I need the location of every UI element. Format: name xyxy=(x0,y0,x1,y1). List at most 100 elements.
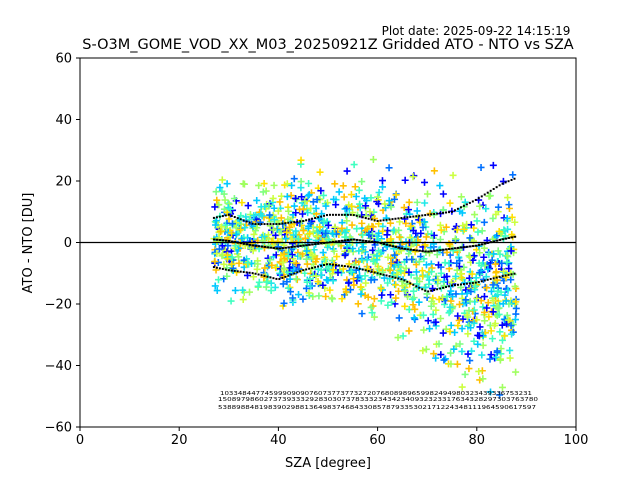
scatter-point xyxy=(454,322,462,330)
series-mean-std-point xyxy=(379,272,382,275)
scatter-point xyxy=(478,351,486,359)
series-mean+std-point xyxy=(239,218,242,221)
scatter-point xyxy=(313,229,321,237)
series-mean+std-point xyxy=(477,197,480,200)
scatter-point xyxy=(439,190,447,198)
scatter-point xyxy=(384,301,392,309)
scatter-point xyxy=(470,319,478,327)
series-mean+std-point xyxy=(284,222,287,225)
scatter-point xyxy=(315,215,323,223)
series-mean-std-point xyxy=(293,272,296,275)
scatter-point xyxy=(271,283,279,291)
scatter-point xyxy=(503,215,511,223)
scatter-point xyxy=(445,309,453,317)
scatter-point xyxy=(412,268,420,276)
scatter-point xyxy=(410,287,418,295)
plot-date: Plot date: 2025-09-22 14:15:19 xyxy=(382,24,571,38)
scatter-point xyxy=(299,295,307,303)
scatter-point xyxy=(441,355,449,363)
scatter-point xyxy=(457,193,465,201)
scatter-point xyxy=(411,305,419,313)
scatter-point xyxy=(447,287,455,295)
scatter-point xyxy=(359,231,367,239)
scatter-point xyxy=(508,330,516,338)
scatter-point xyxy=(358,275,366,283)
series-mean+std-point xyxy=(343,213,346,216)
series-mean-std-point xyxy=(480,280,483,283)
scatter-point xyxy=(387,291,395,299)
series-mean+std-point xyxy=(242,219,245,222)
scatter-point xyxy=(443,292,451,300)
series-mean-point xyxy=(483,242,487,245)
scatter-point xyxy=(305,179,313,187)
series-mean+std-point xyxy=(293,221,296,224)
scatter-point xyxy=(413,207,421,215)
series-mean-point xyxy=(296,245,299,248)
series-mean-point xyxy=(501,238,505,241)
x-tick-label: 60 xyxy=(369,433,386,448)
series-mean-std-point xyxy=(418,286,421,289)
series-mean+std-point xyxy=(305,219,308,222)
scatter-point xyxy=(429,310,437,318)
series-mean+std-point xyxy=(403,216,406,219)
scatter-point xyxy=(324,277,332,285)
scatter-point xyxy=(401,176,409,184)
scatter-point xyxy=(503,320,511,328)
scatter-point xyxy=(300,227,308,235)
series-mean+std-point xyxy=(340,213,343,216)
scatter-point xyxy=(461,198,469,206)
scatter-point xyxy=(505,265,513,273)
scatter-point xyxy=(369,156,377,164)
series-mean+std-point xyxy=(370,218,373,221)
scatter-point xyxy=(304,192,312,200)
series-mean-std-point xyxy=(317,265,320,268)
series-mean-point xyxy=(451,247,454,250)
series-mean-point xyxy=(293,245,296,248)
series-mean-point xyxy=(495,239,499,242)
scatter-point xyxy=(361,248,369,256)
scatter-point xyxy=(225,200,233,208)
count-row-3: 5388988481983902988136498374684330857879… xyxy=(218,405,537,411)
scatter-point xyxy=(446,328,454,336)
scatter-point xyxy=(305,289,313,297)
scatter-point xyxy=(270,216,278,224)
series-mean+std-point xyxy=(436,212,439,215)
series-mean-std-point xyxy=(355,267,358,270)
scatter-point xyxy=(480,218,488,226)
series-mean-std-point xyxy=(400,278,403,281)
series-mean+std-point xyxy=(486,191,489,194)
series-mean+std-point xyxy=(427,213,430,216)
series-mean-point xyxy=(385,243,389,246)
series-mean+std-point xyxy=(513,177,516,180)
scatter-point xyxy=(422,261,430,269)
scatter-point xyxy=(458,325,466,333)
scatter-point xyxy=(447,360,455,368)
series-mean-point xyxy=(311,243,314,246)
scatter-point xyxy=(305,191,313,199)
scatter-point xyxy=(314,278,322,286)
scatter-point xyxy=(512,368,520,376)
series-mean-std-point xyxy=(326,263,329,266)
scatter-point xyxy=(411,248,419,256)
scatter-point xyxy=(359,243,367,251)
series-mean-point xyxy=(263,245,267,248)
scatter-point xyxy=(317,187,325,195)
series-mean-point xyxy=(317,242,320,245)
series-mean-point xyxy=(340,239,344,242)
series-mean+std-point xyxy=(462,204,465,207)
series-mean-std-point xyxy=(430,289,433,292)
scatter-point xyxy=(480,253,488,261)
scatter-point xyxy=(496,328,504,336)
series-mean-point xyxy=(382,242,386,245)
scatter-point xyxy=(290,175,298,183)
scatter-point xyxy=(470,237,478,245)
scatter-point xyxy=(335,188,343,196)
scatter-point xyxy=(493,347,501,355)
series-mean+std-point xyxy=(388,218,391,221)
scatter-point xyxy=(312,204,320,212)
series-mean-std-point xyxy=(230,269,233,272)
scatter-point xyxy=(456,340,464,348)
scatter-point xyxy=(305,235,313,243)
series-mean+std-point xyxy=(483,193,486,196)
series-mean-point xyxy=(397,246,401,249)
